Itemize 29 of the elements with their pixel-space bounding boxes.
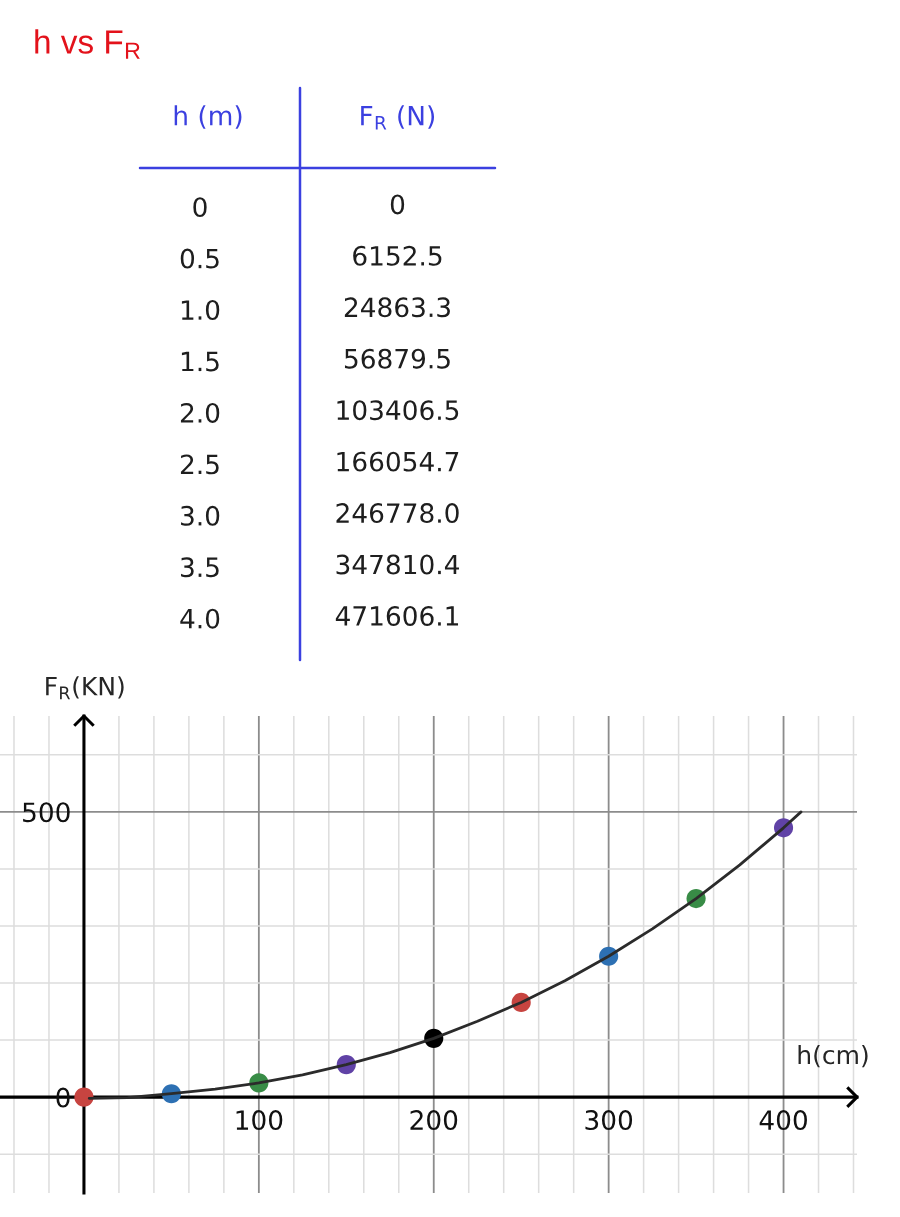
y-tick-label: 2.0	[180, 402, 220, 423]
y-tick-label: 500	[23, 802, 70, 823]
x-tick-label: 300	[585, 1110, 633, 1131]
y-tick-label: 2.5	[180, 454, 219, 475]
x-tick-label: F$_{R}$ (N)	[361, 105, 435, 130]
y-tick-label: 3.5	[181, 557, 219, 578]
data-label: 6152.5	[353, 245, 442, 266]
y-tick-label: 1.0	[181, 300, 220, 321]
data-label: 24863.3	[344, 297, 450, 318]
x-axis-title: h(cm)	[798, 1044, 868, 1068]
data-label: 103406.5	[337, 400, 459, 421]
chart-title: h vs F$_{R}$	[35, 29, 140, 59]
data-label: 56879.5	[344, 348, 450, 369]
y-axis-title: F$_{R}$(KN)	[46, 676, 124, 700]
data-label: 246778.0	[336, 503, 459, 524]
data-label: 166054.7	[337, 451, 459, 472]
y-tick-label: 4.0	[180, 608, 220, 629]
x-tick-label: 100	[236, 1110, 283, 1131]
data-label: 347810.4	[336, 554, 459, 575]
data-label: 0	[390, 194, 405, 215]
x-tick-label: 200	[410, 1110, 458, 1131]
y-tick-label: 3.0	[181, 505, 220, 526]
y-tick-label: 1.5	[181, 351, 219, 372]
y-axis-title: h (m)	[174, 105, 242, 129]
x-tick-label: 400	[759, 1110, 807, 1131]
y-tick-label: 0.5	[180, 248, 219, 269]
y-tick-label: 0	[193, 197, 207, 218]
point	[74, 1087, 94, 1107]
data-label: 471606.1	[335, 605, 459, 626]
